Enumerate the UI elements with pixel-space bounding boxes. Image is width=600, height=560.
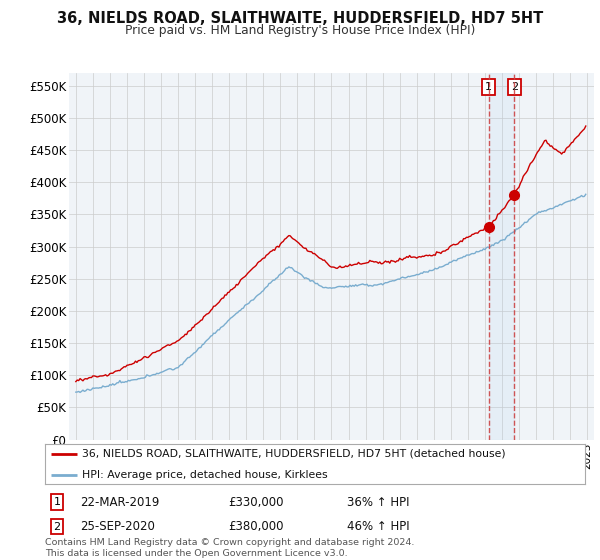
Text: 36, NIELDS ROAD, SLAITHWAITE, HUDDERSFIELD, HD7 5HT: 36, NIELDS ROAD, SLAITHWAITE, HUDDERSFIE…	[57, 11, 543, 26]
Text: 25-SEP-2020: 25-SEP-2020	[80, 520, 155, 533]
Bar	[488, 73, 514, 440]
Text: 46% ↑ HPI: 46% ↑ HPI	[347, 520, 410, 533]
Text: HPI: Average price, detached house, Kirklees: HPI: Average price, detached house, Kirk…	[82, 470, 328, 480]
Text: 36, NIELDS ROAD, SLAITHWAITE, HUDDERSFIELD, HD7 5HT (detached house): 36, NIELDS ROAD, SLAITHWAITE, HUDDERSFIE…	[82, 449, 505, 459]
Text: Contains HM Land Registry data © Crown copyright and database right 2024.
This d: Contains HM Land Registry data © Crown c…	[45, 538, 415, 558]
Text: 1: 1	[53, 497, 61, 507]
Text: 22-MAR-2019: 22-MAR-2019	[80, 496, 160, 508]
Text: Price paid vs. HM Land Registry's House Price Index (HPI): Price paid vs. HM Land Registry's House …	[125, 24, 475, 36]
Text: 1: 1	[485, 82, 492, 92]
Text: 2: 2	[53, 522, 61, 531]
Text: £380,000: £380,000	[229, 520, 284, 533]
Text: 36% ↑ HPI: 36% ↑ HPI	[347, 496, 410, 508]
Text: £330,000: £330,000	[229, 496, 284, 508]
Text: 2: 2	[511, 82, 518, 92]
